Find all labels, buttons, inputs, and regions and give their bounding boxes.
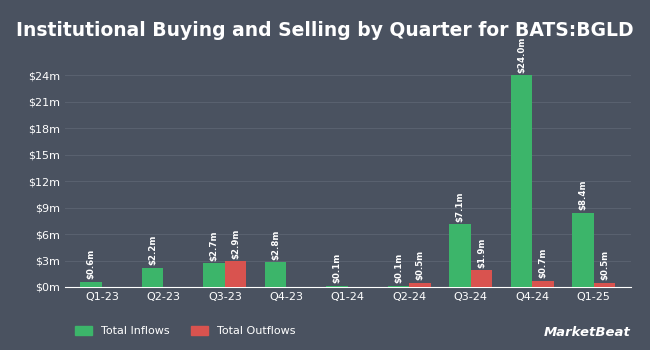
Bar — [81, 282, 102, 287]
Text: $8.4m: $8.4m — [578, 180, 588, 210]
Bar — [142, 268, 163, 287]
Bar — [532, 281, 554, 287]
Text: $0.5m: $0.5m — [600, 250, 609, 280]
Text: $1.9m: $1.9m — [477, 237, 486, 268]
Bar — [265, 262, 286, 287]
Text: $2.9m: $2.9m — [231, 229, 240, 259]
Bar — [572, 213, 593, 287]
Text: $0.1m: $0.1m — [394, 253, 403, 284]
Text: $0.7m: $0.7m — [538, 248, 547, 278]
Text: $24.0m: $24.0m — [517, 36, 526, 73]
Text: $2.8m: $2.8m — [271, 229, 280, 260]
Text: $0.1m: $0.1m — [333, 253, 341, 284]
Bar — [471, 270, 492, 287]
Bar — [387, 286, 410, 287]
Text: $0.6m: $0.6m — [86, 249, 96, 279]
Bar — [203, 263, 225, 287]
Legend: Total Inflows, Total Outflows: Total Inflows, Total Outflows — [71, 322, 300, 341]
Bar — [593, 282, 615, 287]
Bar — [449, 224, 471, 287]
Text: $7.1m: $7.1m — [456, 191, 465, 222]
Text: MarketBeat: MarketBeat — [543, 327, 630, 340]
Text: Institutional Buying and Selling by Quarter for BATS:BGLD: Institutional Buying and Selling by Quar… — [16, 21, 634, 40]
Bar — [410, 282, 431, 287]
Text: $0.5m: $0.5m — [415, 250, 424, 280]
Text: $2.7m: $2.7m — [209, 230, 218, 260]
Bar — [326, 286, 348, 287]
Bar — [511, 76, 532, 287]
Bar — [225, 261, 246, 287]
Text: $2.2m: $2.2m — [148, 234, 157, 265]
